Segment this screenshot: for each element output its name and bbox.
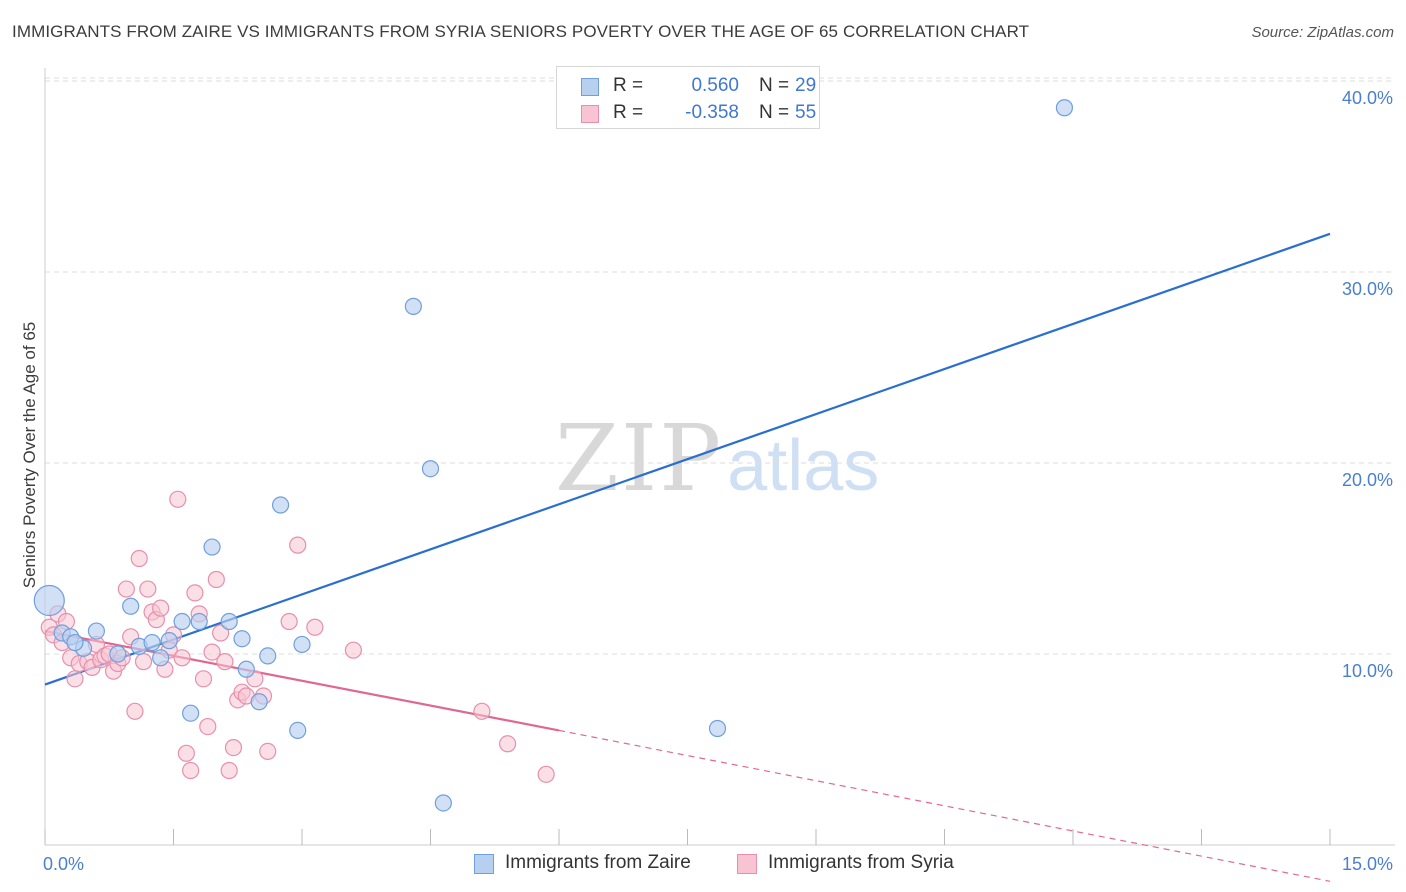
data-point-syria — [152, 599, 170, 617]
legend-r-value-zaire: 0.560 — [691, 75, 739, 96]
data-point-zaire — [33, 584, 65, 617]
y-tick-label: 20.0% — [1342, 470, 1393, 490]
data-point-zaire — [160, 632, 178, 650]
data-point-zaire — [293, 635, 311, 654]
data-point-syria — [117, 580, 135, 598]
data-point-syria — [224, 738, 243, 757]
trend-line-syria — [44, 629, 560, 732]
data-point-zaire — [109, 645, 127, 663]
legend-swatch-syria — [581, 105, 599, 123]
bottom-legend-swatch-zaire — [474, 854, 494, 874]
data-point-zaire — [708, 719, 727, 738]
gridlines — [45, 77, 1395, 655]
data-point-zaire — [220, 612, 238, 631]
data-point-syria — [130, 549, 148, 568]
watermark-atlas: atlas — [727, 426, 880, 506]
data-point-zaire — [173, 612, 191, 631]
trend-line-syria-extension — [558, 729, 1331, 882]
chart-title: IMMIGRANTS FROM ZAIRE VS IMMIGRANTS FROM… — [12, 22, 1030, 41]
bottom-legend-swatch-syria — [737, 854, 757, 874]
legend-n-label: N = — [759, 102, 790, 123]
data-point-syria — [216, 653, 234, 671]
data-point-syria — [473, 702, 491, 720]
legend-r-value-syria: -0.358 — [685, 102, 739, 123]
x-tick-label: 15.0% — [1342, 854, 1393, 874]
data-point-zaire — [421, 460, 440, 478]
bottom-legend-label-zaire: Immigrants from Zaire — [505, 852, 691, 873]
data-point-syria — [537, 765, 555, 783]
data-points — [33, 99, 1074, 812]
data-point-zaire — [122, 597, 140, 615]
data-point-syria — [289, 536, 307, 554]
data-point-zaire — [289, 721, 307, 740]
data-point-zaire — [404, 297, 422, 315]
data-point-syria — [203, 643, 221, 661]
legend-r-label: R = — [613, 75, 644, 96]
data-point-syria — [207, 570, 225, 589]
legend-n-value-syria: 55 — [795, 102, 817, 123]
data-point-syria — [280, 612, 298, 631]
legend-r-label: R = — [613, 102, 644, 123]
watermark: ZIPatlas — [555, 405, 879, 512]
tick-labels: 10.0% 20.0% 30.0% 40.0% 0.0% 15.0% — [43, 88, 1393, 874]
trend-line-zaire — [44, 232, 1331, 686]
data-point-syria — [139, 580, 157, 598]
data-point-syria — [259, 742, 277, 761]
y-tick-label: 40.0% — [1342, 88, 1393, 108]
y-tick-label: 30.0% — [1342, 279, 1393, 299]
data-point-syria — [66, 670, 84, 688]
data-point-syria — [126, 702, 144, 720]
data-point-zaire — [237, 660, 255, 678]
data-point-zaire — [152, 649, 170, 667]
legend-n-value-zaire: 29 — [795, 75, 817, 96]
axes — [44, 68, 1395, 846]
watermark-zip: ZIP — [555, 405, 724, 512]
data-point-zaire — [1055, 99, 1074, 117]
data-point-syria — [182, 761, 200, 780]
data-point-zaire — [66, 633, 84, 652]
data-point-syria — [169, 490, 187, 508]
trend-lines — [44, 232, 1331, 882]
source-label: Source: ZipAtlas.com — [1251, 24, 1394, 41]
data-point-syria — [220, 761, 238, 780]
legend-n-label: N = — [759, 75, 790, 96]
data-point-syria — [306, 618, 324, 636]
data-point-syria — [499, 735, 517, 753]
data-point-zaire — [182, 704, 200, 722]
legend-swatch-zaire — [581, 78, 599, 96]
data-point-zaire — [87, 622, 106, 640]
data-point-zaire — [259, 647, 277, 665]
y-tick-label: 10.0% — [1342, 661, 1393, 681]
bottom-legend-label-syria: Immigrants from Syria — [768, 852, 954, 873]
data-point-syria — [212, 624, 230, 642]
data-point-syria — [344, 641, 362, 659]
data-point-zaire — [190, 612, 208, 631]
data-point-zaire — [203, 538, 221, 556]
data-point-syria — [194, 670, 213, 688]
data-point-zaire — [250, 693, 268, 711]
correlation-legend: R = 0.560 N = 29 R = -0.358 N = 55 — [556, 66, 820, 129]
data-point-zaire — [434, 794, 452, 812]
data-point-syria — [199, 717, 217, 736]
data-point-syria — [177, 744, 195, 762]
data-point-zaire — [233, 630, 251, 648]
data-point-zaire — [143, 633, 161, 652]
data-point-zaire — [271, 496, 290, 514]
data-point-syria — [186, 584, 204, 602]
x-tick-label: 0.0% — [43, 854, 84, 874]
data-point-syria — [134, 653, 153, 671]
data-point-syria — [173, 649, 191, 667]
